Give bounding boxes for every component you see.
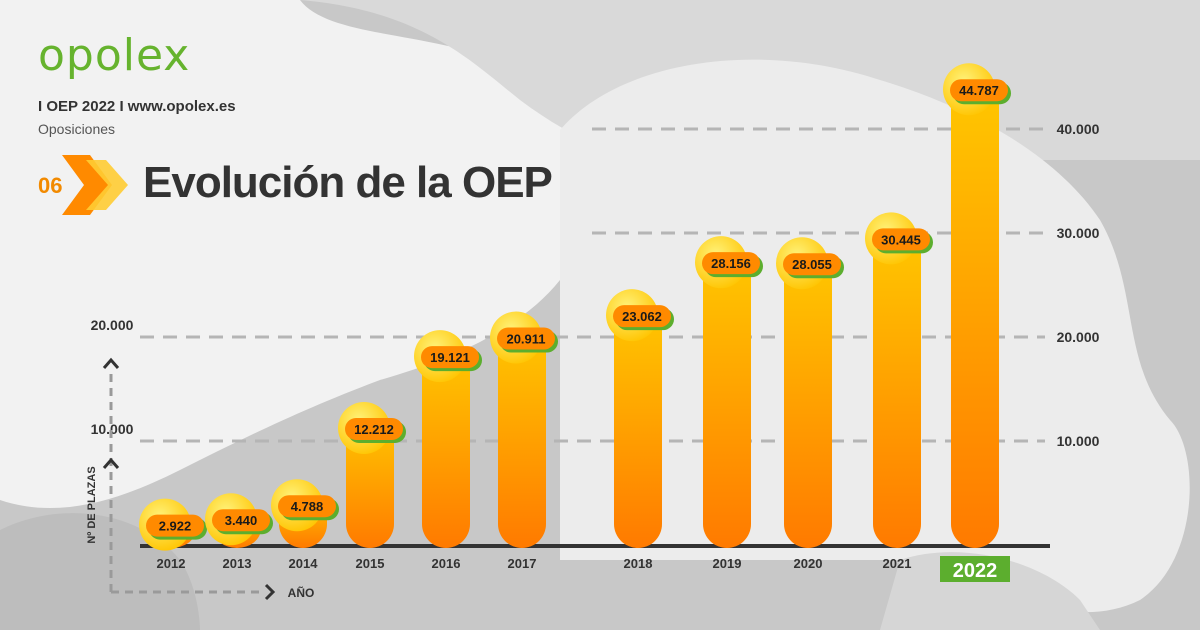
value-label-pill (421, 346, 479, 369)
value-label-pill (950, 79, 1008, 102)
bar (703, 252, 751, 548)
highlight-year-badge (940, 556, 1010, 582)
x-tick-label: 2020 (794, 556, 823, 571)
page-title: Evolución de la OEP (143, 158, 553, 207)
subtagline: Oposiciones (38, 121, 116, 137)
value-label: 30.445 (881, 232, 921, 247)
bar (614, 305, 662, 548)
x-tick-label: 2015 (356, 556, 385, 571)
bar (784, 253, 832, 548)
value-label: 28.156 (711, 256, 751, 271)
value-label: 2.922 (159, 519, 192, 534)
value-labels: 2012 2013 2014 2015 2016 2017 2018 2019 2020 2021… (139, 63, 1011, 582)
y-tick-label-right: 30.000 (1057, 225, 1100, 241)
bar (951, 79, 999, 548)
bar (873, 228, 921, 548)
x-tick-label: 2018 (624, 556, 653, 571)
x-tick-label: 2012 (157, 556, 186, 571)
value-label: 3.440 (225, 513, 258, 528)
x-axis-arrow-icon (264, 583, 276, 601)
value-label: 12.212 (354, 422, 394, 437)
value-label: 28.055 (792, 257, 832, 272)
x-tick-label: 2021 (883, 556, 912, 571)
x-tick-label: 2013 (223, 556, 252, 571)
bar (422, 346, 470, 548)
value-label-pill (872, 228, 930, 251)
y-tick-label-right: 10.000 (1057, 433, 1100, 449)
x-tick-label: 2019 (713, 556, 742, 571)
value-label: 4.788 (291, 499, 324, 514)
value-label-pill (345, 417, 403, 440)
section-chevron-icon (62, 155, 128, 215)
brand-logo: opolex (38, 30, 191, 81)
value-label-pill (212, 509, 270, 532)
x-tick-label: 2014 (289, 556, 319, 571)
x-tick-label: 2017 (508, 556, 537, 571)
value-label-pill (613, 305, 671, 328)
y-axis-title: Nº DE PLAZAS (86, 466, 98, 543)
x-axis-title: AÑO (288, 585, 315, 600)
bar (498, 327, 546, 548)
value-label-pill (497, 327, 555, 350)
y-tick-label-right: 40.000 (1057, 121, 1100, 137)
tagline: I OEP 2022 I www.opolex.es (38, 98, 236, 115)
value-label-pill (783, 253, 841, 276)
x-tick-label: 2016 (432, 556, 461, 571)
value-label: 44.787 (959, 83, 999, 98)
value-label: 23.062 (622, 309, 662, 324)
y-axis-arrow-icon (102, 457, 120, 469)
y-axis-arrow-icon (102, 357, 120, 369)
value-label-pill (146, 514, 204, 537)
y-tick-label-right: 20.000 (1057, 329, 1100, 345)
x-tick-label: 2022 (953, 560, 998, 582)
section-number: 06 (38, 173, 63, 198)
bars (147, 79, 999, 548)
value-label-pill (702, 252, 760, 275)
value-label-pill (278, 495, 336, 518)
y-tick-label-left: 20.000 (91, 317, 134, 333)
value-label: 20.911 (506, 332, 545, 347)
value-label: 19.121 (430, 350, 470, 365)
y-tick-label-left: 10.000 (91, 421, 134, 437)
